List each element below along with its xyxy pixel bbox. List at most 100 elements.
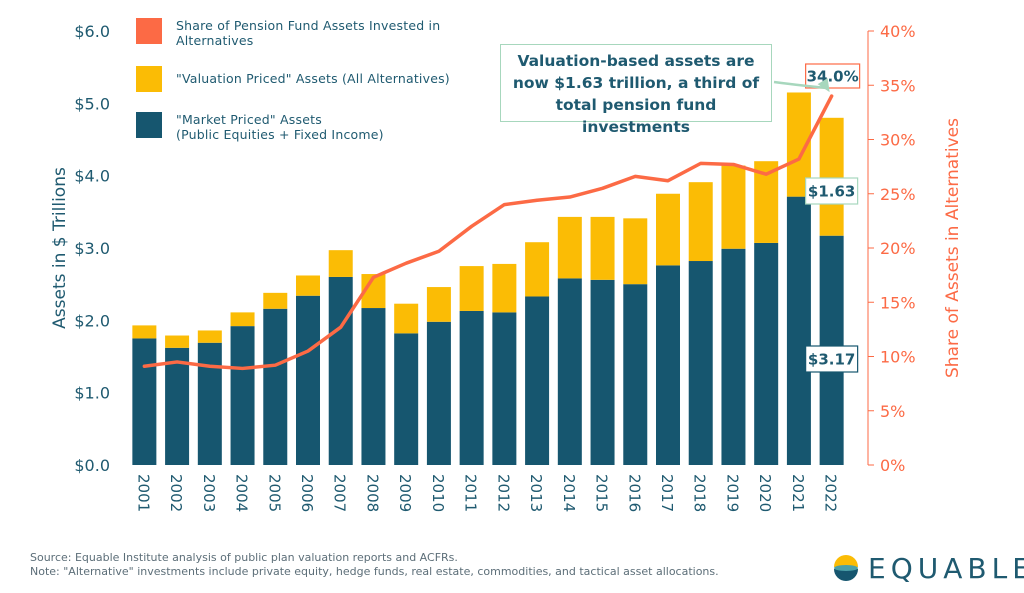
x-tick-label: 2005 bbox=[265, 474, 283, 512]
market-data-label-box bbox=[805, 345, 859, 373]
x-tick-label: 2020 bbox=[756, 474, 774, 512]
label-layer: $1.63 $3.17 34.0% bbox=[773, 63, 861, 373]
bar-market bbox=[459, 310, 484, 465]
legend-swatch-share bbox=[136, 18, 162, 44]
y2-tick-label: 0% bbox=[880, 456, 905, 475]
legend-swatch-market bbox=[136, 112, 162, 138]
x-tick-label: 2003 bbox=[200, 474, 218, 512]
x-tick-label: 2007 bbox=[331, 474, 349, 512]
equable-logo-text: EQUABLE bbox=[868, 551, 1024, 585]
bar-valuation bbox=[197, 330, 222, 343]
footer: Source: Equable Institute analysis of pu… bbox=[30, 551, 719, 579]
y-tick-label: $2.0 bbox=[74, 311, 110, 330]
y2-tick-label: 25% bbox=[880, 185, 916, 204]
y-tick-label: $1.0 bbox=[74, 384, 110, 403]
bar-market bbox=[165, 347, 190, 465]
valuation-data-label-text: $1.63 bbox=[808, 183, 855, 201]
bar-market bbox=[656, 265, 680, 465]
share-data-label-box bbox=[805, 63, 861, 89]
x-tick-label: 2011 bbox=[462, 474, 480, 512]
bar-valuation bbox=[296, 275, 320, 296]
x-tick-label: 2012 bbox=[494, 474, 512, 512]
x-tick-label: 2016 bbox=[625, 474, 643, 512]
bar-valuation bbox=[623, 218, 648, 285]
y-axis-title: Assets in $ Trillions bbox=[50, 167, 70, 329]
y2-tick-label: 5% bbox=[880, 402, 905, 421]
bar-valuation bbox=[557, 216, 582, 279]
x-tick-label: 2009 bbox=[396, 474, 414, 512]
bar-valuation bbox=[230, 312, 255, 327]
x-tick-label: 2013 bbox=[527, 474, 545, 512]
bar-market bbox=[754, 242, 779, 465]
valuation-data-label-box bbox=[805, 177, 859, 205]
y2-tick-label: 40% bbox=[880, 22, 916, 41]
bar-valuation bbox=[426, 287, 451, 322]
bar-market bbox=[688, 261, 713, 465]
share-line-layer bbox=[142, 94, 834, 371]
axis-layer: 2001 2002 2003 2004 2005 2006 2007 2008 2009 2010… bbox=[50, 22, 963, 512]
x-tick-label: 2014 bbox=[560, 474, 578, 512]
bar-valuation bbox=[328, 250, 353, 277]
equable-logo: EQUABLE bbox=[832, 551, 1024, 585]
x-tick-label: 2008 bbox=[363, 474, 381, 512]
legend-item-valuation: "Valuation Priced" Assets (All Alternati… bbox=[136, 66, 450, 92]
y2-tick-label: 35% bbox=[880, 76, 916, 95]
bar-market bbox=[230, 326, 255, 465]
callout-arrow-head bbox=[817, 78, 830, 93]
bar-valuation bbox=[721, 165, 746, 249]
x-tick-label: 2006 bbox=[298, 474, 316, 512]
y2-axis-title: Share of Assets in Alternatives bbox=[943, 118, 963, 378]
y-tick-label: $3.0 bbox=[74, 239, 110, 258]
bar-market bbox=[132, 338, 157, 465]
legend-swatch-valuation bbox=[136, 66, 162, 92]
x-tick-label: 2019 bbox=[723, 474, 741, 512]
valuation-data-label: $1.63 bbox=[805, 177, 859, 205]
bar-layer bbox=[132, 92, 844, 466]
x-tick-label: 2004 bbox=[233, 474, 251, 512]
bar-valuation bbox=[132, 325, 157, 339]
legend-label-market: "Market Priced" Assets (Public Equities … bbox=[176, 112, 384, 142]
bar-valuation bbox=[394, 303, 419, 334]
x-tick-label: 2018 bbox=[691, 474, 709, 512]
bar-valuation bbox=[459, 266, 484, 311]
share-data-label: 34.0% bbox=[805, 63, 861, 89]
equable-logo-mark-icon bbox=[832, 551, 860, 585]
x-tick-label: 2021 bbox=[789, 474, 807, 512]
market-data-label: $3.17 bbox=[805, 345, 859, 373]
bar-market bbox=[361, 308, 386, 465]
bar-market bbox=[525, 296, 550, 465]
x-tick-label: 2002 bbox=[167, 474, 185, 512]
legend-item-market: "Market Priced" Assets (Public Equities … bbox=[136, 112, 384, 142]
legend-label-valuation: "Valuation Priced" Assets (All Alternati… bbox=[176, 71, 450, 86]
bar-valuation bbox=[525, 242, 550, 297]
x-tick-label: 2017 bbox=[658, 474, 676, 512]
y-tick-label: $5.0 bbox=[74, 94, 110, 113]
y-tick-label: $4.0 bbox=[74, 167, 110, 186]
market-data-label-text: $3.17 bbox=[808, 351, 855, 369]
bar-market bbox=[492, 312, 517, 465]
bar-valuation bbox=[656, 193, 680, 266]
bar-market bbox=[197, 342, 222, 465]
alternatives-note: Note: "Alternative" investments include … bbox=[30, 565, 719, 578]
bar-market bbox=[263, 308, 288, 465]
bar-market bbox=[721, 248, 746, 465]
bar-market bbox=[328, 276, 353, 465]
bar-valuation bbox=[688, 182, 713, 262]
bar-market bbox=[786, 196, 811, 466]
bar-valuation bbox=[819, 117, 844, 236]
x-tick-label: 2022 bbox=[822, 474, 840, 512]
y2-tick-label: 30% bbox=[880, 131, 916, 150]
x-tick-label: 2010 bbox=[429, 474, 447, 512]
legend-label-share: Share of Pension Fund Assets Invested in… bbox=[176, 18, 441, 48]
share-line bbox=[142, 94, 834, 371]
bar-market bbox=[394, 333, 419, 465]
bar-market bbox=[426, 321, 451, 465]
share-data-label-text: 34.0% bbox=[807, 68, 859, 86]
callout-text: Valuation-based assets are now $1.63 tri… bbox=[512, 52, 760, 136]
bar-valuation bbox=[492, 263, 517, 313]
x-tick-label: 2001 bbox=[134, 474, 152, 512]
bar-market bbox=[296, 295, 320, 465]
bar-market bbox=[623, 284, 648, 465]
y-tick-label: $6.0 bbox=[74, 22, 110, 41]
